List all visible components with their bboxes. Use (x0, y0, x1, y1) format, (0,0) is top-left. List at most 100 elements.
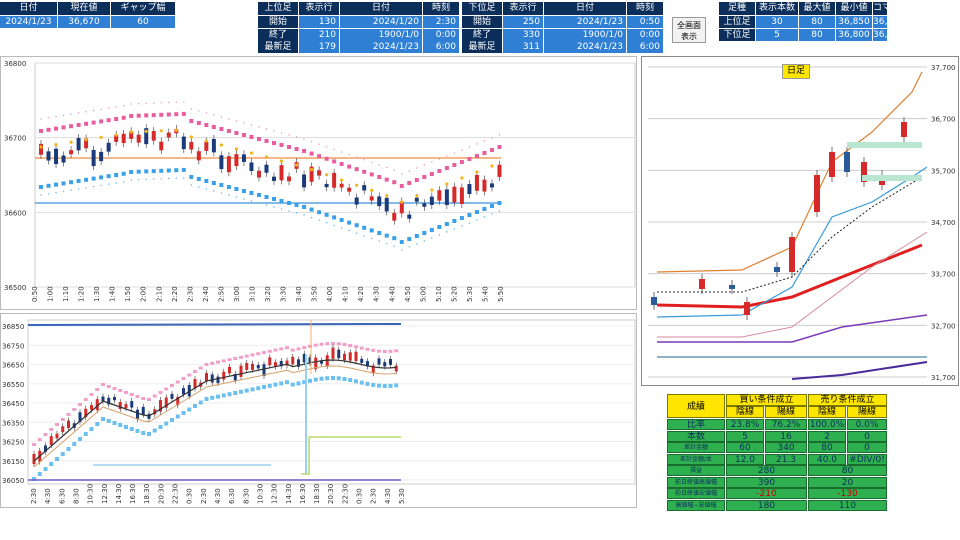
upper-band-dot (296, 347, 301, 351)
signal-dot (294, 163, 299, 167)
outer-band-dot (130, 179, 132, 181)
outer-band-dot (243, 198, 245, 200)
outer-band-dot (363, 159, 365, 161)
upper-band-dot (414, 178, 419, 182)
bottom-xtick: 12:30 (271, 484, 279, 504)
outer-band-dot (461, 149, 463, 151)
candle-body (130, 401, 134, 408)
value-gap: 60 (111, 16, 175, 28)
lower_table-row-1-time: 0:00 (627, 28, 663, 41)
bottom-xtick: 4:30 (44, 488, 52, 504)
upper-band-dot (285, 346, 289, 350)
outer-band-dot (461, 225, 463, 227)
lower-band-dot (101, 417, 105, 421)
candle-body (55, 433, 59, 439)
outer-band-dot (183, 101, 185, 103)
lower-band-dot (392, 236, 397, 241)
outer-band-dot (355, 156, 358, 158)
daily-ytick: 33,700 (931, 271, 956, 279)
merged-row-2-buy: -210 (726, 488, 807, 499)
bottom-xtick: 14:30 (285, 484, 293, 504)
upper-band-dot (147, 398, 151, 401)
signal-dot (39, 145, 43, 149)
lower-band-dot (181, 167, 186, 172)
upper-band-dot (422, 175, 427, 179)
lower-band-dot (285, 380, 289, 385)
lower-band-dot (39, 185, 43, 189)
signal-dot (475, 170, 479, 174)
upper-band-dot (324, 156, 329, 161)
bottom-xtick: 0:30 (356, 488, 364, 504)
outer-band-dot (175, 101, 177, 103)
lower-band-dot (166, 168, 171, 173)
upper-band-dot (124, 391, 128, 394)
outer-band-dot (446, 231, 448, 233)
outer-band-dot (393, 245, 395, 247)
outer-band-dot (77, 112, 80, 114)
upper-band-dot (407, 181, 412, 185)
upper-band-dot (354, 167, 359, 172)
lower-band-dot (129, 170, 134, 174)
result-row-label-3: 差計金額/本 (667, 453, 725, 465)
lower-band-dot (279, 381, 284, 386)
header-current-price: 現在値 (58, 2, 110, 15)
resistance-zone (847, 142, 922, 148)
upper-timeframe-chart[interactable]: 36850 36750 36650 36550 36450 36350 36250 36150… (0, 313, 637, 508)
outer-band-dot (145, 102, 147, 105)
daily-chart[interactable]: 37,700 36,700 35,700 34,700 33,700 32,700 31,7… (641, 56, 959, 386)
candle-body (249, 162, 254, 171)
bottom-ytick: 36050 (2, 477, 24, 485)
level-line-green (301, 436, 401, 475)
outer-band-dot (416, 167, 418, 169)
upper-band-dot (359, 346, 364, 350)
right-row-1-display: 80 (799, 28, 835, 41)
top-xtick: 1:30 (93, 286, 101, 302)
fullscreen-button[interactable]: 全画面 表示 (672, 17, 706, 43)
lower_table-row-0-rows: 250 (503, 16, 543, 28)
outer-band-dot (168, 101, 170, 104)
outer-band-dot (431, 161, 433, 163)
lower_table-header-0: 下位足 (462, 2, 502, 15)
candle-body (291, 356, 295, 365)
outer-band-dot (280, 208, 283, 210)
outer-band-dot (401, 249, 403, 251)
outer-band-dot (62, 114, 65, 117)
lower-band-dot (313, 377, 318, 382)
outer-band-dot (453, 228, 456, 230)
outer-band-dot (476, 219, 478, 221)
upper-band-dot (444, 166, 449, 170)
lower-timeframe-chart[interactable]: 36800 36700 36600 36500 0:50 1:00 1:10 1:20 1:30… (0, 56, 637, 310)
lower-band-dot (336, 376, 341, 381)
candle-body (343, 353, 346, 361)
lower-band-dot (348, 378, 353, 383)
lower-band-dot (359, 380, 364, 385)
lower-band-dot (273, 382, 278, 387)
upper-band-dot (175, 380, 180, 384)
candle-body (302, 174, 307, 188)
top-xtick: 5:50 (497, 286, 505, 302)
upper-band-dot (83, 398, 88, 401)
lower-band-dot (239, 389, 243, 394)
top-xtick: 5:40 (481, 286, 489, 302)
upper-band-dot (452, 163, 457, 167)
result-row-0-val-3: 0.0% (847, 419, 887, 430)
daily-ytick: 36,700 (931, 116, 956, 124)
daily-candle-body (829, 152, 835, 177)
outer-band-dot (70, 113, 72, 115)
upper-band-dot (302, 149, 307, 153)
outer-band-dot (438, 158, 441, 160)
candle-body (222, 371, 226, 380)
upper-band-dot (325, 342, 330, 346)
outer-band-dot (168, 177, 170, 180)
outer-band-dot (40, 118, 42, 120)
right-row-1-min: 36,500 (873, 28, 905, 41)
upper_table-row-2-label: 最新足 (258, 41, 298, 53)
upper-band-dot (241, 133, 246, 137)
upper-band-dot (369, 172, 374, 177)
outer-band-dot (355, 232, 358, 234)
lower-band-dot (32, 477, 36, 481)
candle-body (360, 358, 364, 363)
candle-body (279, 165, 284, 181)
candle-body (170, 393, 174, 399)
sub-header-0: 陰線 (726, 406, 764, 418)
